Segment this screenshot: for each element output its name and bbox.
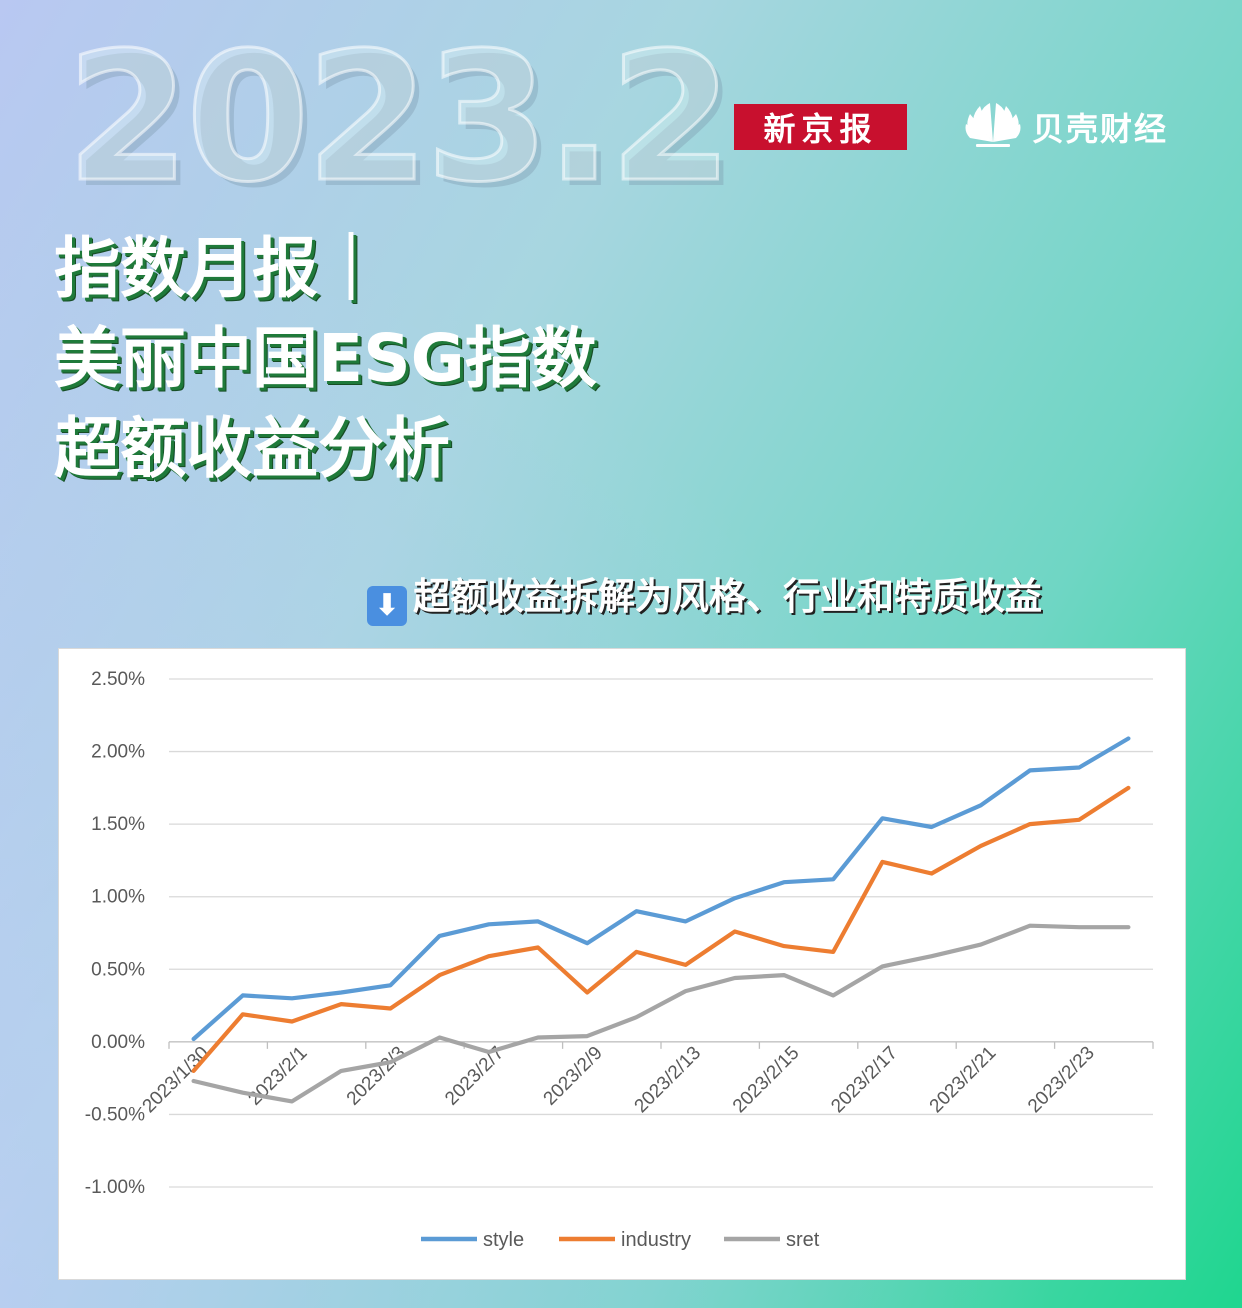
- y-tick-label: 0.50%: [91, 959, 145, 980]
- series-line-sret: [191, 923, 1131, 1104]
- y-tick-label: 2.00%: [91, 742, 145, 763]
- x-tick-label: 2023/2/13: [631, 1043, 706, 1118]
- section-heading-text: 超额收益拆解为风格、行业和特质收益: [413, 575, 1042, 618]
- line-chart: 2.50% 2.00% 1.50% 1.00% 0.50% 0.00% -0.50% -1.0…: [85, 669, 1154, 1251]
- x-tick-label: 2023/2/9: [540, 1043, 607, 1110]
- series-line-industry: [191, 785, 1131, 1073]
- series-line-style: [191, 736, 1131, 1042]
- title-line-1: 指数月报｜: [54, 230, 384, 307]
- title-line-3: 超额收益分析: [54, 410, 450, 487]
- y-tick-label: -1.00%: [85, 1177, 145, 1198]
- y-tick-label: -0.50%: [85, 1104, 145, 1125]
- x-tick-label: 2023/2/17: [827, 1043, 902, 1118]
- y-tick-label: 1.00%: [91, 887, 145, 908]
- xinjingbao-logo: 新京报: [734, 104, 907, 150]
- shell-icon: [965, 103, 1021, 147]
- x-tick-label: 2023/2/21: [926, 1043, 1001, 1118]
- title-line-2: 美丽中国ESG指数: [54, 320, 597, 397]
- beike-caijing-text: 贝壳财经: [1032, 110, 1169, 148]
- y-tick-label: 2.50%: [91, 669, 145, 690]
- beike-caijing-logo: 贝壳财经: [962, 102, 1168, 152]
- legend-label: style: [483, 1229, 524, 1251]
- page-title: 指数月报｜ 美丽中国ESG指数 超额收益分析: [54, 224, 597, 494]
- x-tick-label: 2023/1/30: [139, 1043, 214, 1118]
- y-tick-label: 1.50%: [91, 814, 145, 835]
- year-watermark: 2023.2: [65, 13, 735, 223]
- chart-panel: 2.50% 2.00% 1.50% 1.00% 0.50% 0.00% -0.50% -1.0…: [58, 648, 1186, 1280]
- legend-label: sret: [786, 1229, 820, 1251]
- section-heading: ⬇ 超额收益拆解为风格、行业和特质收益: [0, 566, 1242, 626]
- y-tick-label: 0.00%: [91, 1032, 145, 1053]
- x-tick-label: 2023/2/15: [729, 1043, 804, 1118]
- x-tick-label: 2023/2/3: [343, 1043, 410, 1110]
- legend-label: industry: [621, 1229, 691, 1251]
- down-arrow-icon: ⬇: [367, 586, 407, 626]
- x-tick-label: 2023/2/7: [441, 1043, 508, 1110]
- x-tick-label: 2023/2/23: [1024, 1043, 1099, 1118]
